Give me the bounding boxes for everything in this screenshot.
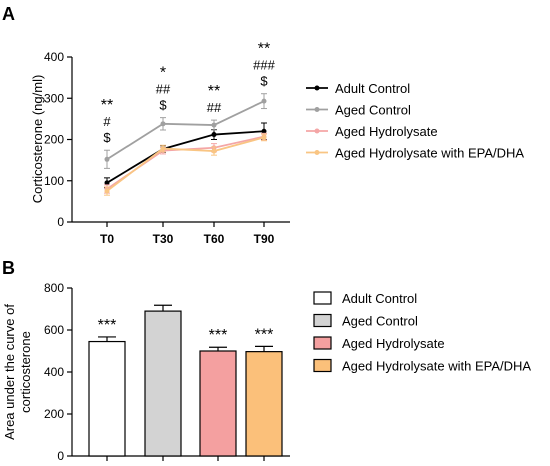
legend-marker-a [314, 128, 320, 134]
data-point [261, 134, 267, 140]
panel-a-line-chart: Corticosterone (ng/ml) 0 100 200 300 400 T0 T… [30, 41, 524, 246]
data-point [261, 98, 267, 104]
data-point [104, 188, 110, 194]
y-tick-label-a: 100 [44, 174, 64, 188]
data-point [211, 148, 217, 154]
bar [199, 350, 237, 457]
y-tick-label-a: 200 [44, 133, 64, 147]
data-point [160, 146, 166, 152]
data-point [104, 180, 110, 186]
significance-marker: ** [258, 41, 270, 58]
bar [245, 351, 283, 457]
series-aged-control [104, 93, 267, 169]
bar [88, 340, 126, 457]
series-aged-hydrolysate-with-epa-dha [104, 133, 267, 196]
significance-marker: # [103, 114, 111, 129]
data-point [211, 122, 217, 128]
x-tick-label-a: T90 [254, 232, 275, 246]
y-tick-label-b: 600 [44, 323, 64, 337]
legend-marker-a [314, 107, 320, 112]
legend-swatch-b [313, 358, 332, 373]
x-tick-label-a: T60 [204, 232, 225, 246]
significance-marker: *** [98, 317, 117, 334]
significance-marker: ### [253, 58, 275, 73]
y-tick-label-a: 400 [44, 50, 64, 64]
data-point [211, 132, 217, 138]
significance-marker: $ [159, 98, 167, 113]
panel-label-a: A [2, 4, 15, 24]
y-tick-label-a: 0 [57, 215, 64, 229]
significance-marker: ## [207, 100, 222, 115]
legend-label-a: Adult Control [335, 81, 410, 96]
legend-label-b: Aged Hydrolysate with EPA/DHA [342, 359, 531, 374]
series-line [106, 130, 265, 184]
significance-marker: *** [209, 327, 228, 344]
series-adult-control [104, 122, 267, 189]
data-point [104, 156, 110, 162]
x-tick-label-a: T0 [100, 232, 114, 246]
legend-label-a: Aged Hydrolysate with EPA/DHA [335, 146, 524, 161]
legend-marker-a [314, 150, 320, 155]
legend-label-b: Adult Control [342, 291, 417, 306]
y-tick-label-b: 400 [44, 365, 64, 379]
series-line [106, 136, 265, 192]
legend-label-a: Aged Control [335, 103, 411, 118]
significance-marker: ## [156, 82, 171, 97]
y-axis-label-b-line2: corticosterone [18, 331, 33, 413]
y-tick-label-a: 300 [44, 91, 64, 105]
y-axis-label-b-line1: Area under the curve of [2, 304, 17, 440]
data-point [261, 128, 267, 134]
panel-label-b: B [2, 258, 15, 278]
y-tick-label-b: 200 [44, 407, 64, 421]
significance-marker: ** [101, 97, 113, 114]
legend-label-b: Aged Control [342, 314, 418, 329]
significance-marker: *** [255, 326, 274, 343]
legend-swatch-b [313, 313, 332, 328]
legend-label-a: Aged Hydrolysate [335, 124, 438, 139]
legend-swatch-b [313, 291, 332, 305]
y-tick-label-b: 800 [44, 281, 64, 295]
significance-marker: $ [260, 74, 268, 89]
legend-label-b: Aged Hydrolysate [342, 336, 445, 351]
significance-marker: $ [103, 130, 111, 145]
significance-marker: * [160, 65, 166, 82]
panel-b-bar-chart: Area under the curve of corticosterone 0… [2, 281, 531, 463]
significance-marker: ** [208, 83, 220, 100]
y-axis-label-a: Corticosterone (ng/ml) [30, 75, 45, 204]
legend-swatch-b [313, 336, 332, 350]
legend-marker-a [314, 85, 320, 91]
series-line [106, 100, 265, 161]
y-tick-label-b: 0 [57, 449, 64, 463]
x-tick-label-a: T30 [153, 232, 174, 246]
bar [144, 310, 182, 457]
data-point [160, 121, 166, 127]
